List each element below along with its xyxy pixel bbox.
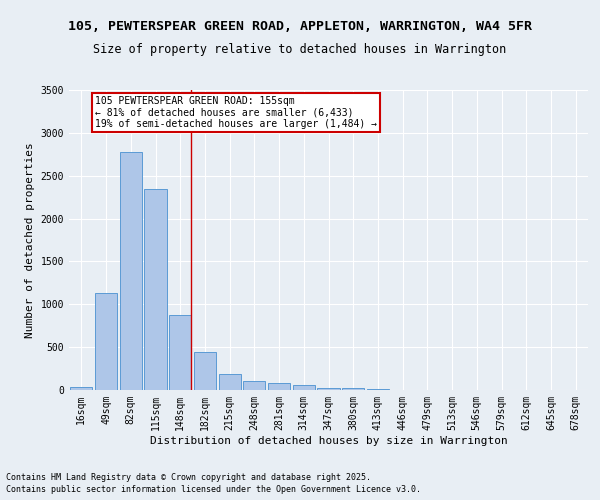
Bar (95, 293, 117, 390)
Bar (317, 388, 340, 390)
Text: Size of property relative to detached houses in Warrington: Size of property relative to detached ho… (94, 42, 506, 56)
Bar (293, 386, 315, 390)
Bar (145, 190, 167, 390)
Text: Contains public sector information licensed under the Open Government Licence v3: Contains public sector information licen… (6, 485, 421, 494)
Bar (218, 374, 241, 390)
Y-axis label: Number of detached properties: Number of detached properties (25, 142, 35, 338)
X-axis label: Distribution of detached houses by size in Warrington: Distribution of detached houses by size … (149, 436, 508, 446)
Bar (194, 352, 216, 390)
Bar (169, 314, 191, 390)
Bar (367, 389, 389, 390)
Text: 105, PEWTERSPEAR GREEN ROAD, APPLETON, WARRINGTON, WA4 5FR: 105, PEWTERSPEAR GREEN ROAD, APPLETON, W… (68, 20, 532, 33)
Text: Contains HM Land Registry data © Crown copyright and database right 2025.: Contains HM Land Registry data © Crown c… (6, 472, 371, 482)
Bar (268, 382, 290, 390)
Bar (70, 386, 92, 390)
Bar (342, 388, 364, 390)
Bar (119, 152, 142, 390)
Bar (243, 381, 265, 390)
Text: 105 PEWTERSPEAR GREEN ROAD: 155sqm
← 81% of detached houses are smaller (6,433)
: 105 PEWTERSPEAR GREEN ROAD: 155sqm ← 81%… (95, 96, 377, 129)
